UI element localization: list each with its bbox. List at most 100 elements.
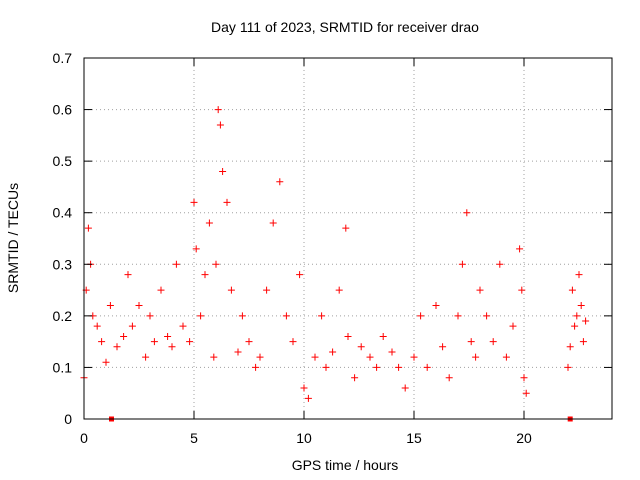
data-point bbox=[318, 312, 326, 320]
data-point bbox=[509, 322, 517, 330]
data-point bbox=[366, 353, 374, 361]
data-point bbox=[164, 332, 172, 340]
data-point bbox=[172, 260, 180, 268]
y-tick-label: 0.4 bbox=[53, 205, 73, 221]
data-point bbox=[157, 286, 165, 294]
data-point bbox=[454, 312, 462, 320]
data-point bbox=[263, 286, 271, 294]
data-point bbox=[102, 358, 110, 366]
data-point bbox=[245, 338, 253, 346]
data-point bbox=[516, 245, 524, 253]
data-point bbox=[357, 343, 365, 351]
x-tick-label: 0 bbox=[80, 430, 88, 446]
data-point bbox=[210, 353, 218, 361]
data-point bbox=[234, 348, 242, 356]
data-point bbox=[489, 338, 497, 346]
data-point bbox=[150, 338, 158, 346]
data-point bbox=[564, 363, 572, 371]
data-point bbox=[496, 260, 504, 268]
data-point bbox=[190, 198, 198, 206]
y-tick-label: 0.3 bbox=[53, 256, 73, 272]
data-point bbox=[304, 394, 312, 402]
data-point bbox=[192, 245, 200, 253]
data-point bbox=[476, 286, 484, 294]
data-point bbox=[379, 332, 387, 340]
data-point bbox=[205, 219, 213, 227]
data-point bbox=[410, 353, 418, 361]
data-point bbox=[432, 302, 440, 310]
data-point bbox=[417, 312, 425, 320]
y-tick-label: 0.2 bbox=[53, 308, 73, 324]
axis-ticks: 0 0.1 0.2 0.3 0.4 0.5 0.6 0.7 0 5 10 15 20 bbox=[53, 50, 612, 446]
data-point bbox=[223, 198, 231, 206]
data-point bbox=[256, 353, 264, 361]
data-point bbox=[395, 363, 403, 371]
data-point bbox=[423, 363, 431, 371]
x-tick-label: 15 bbox=[406, 430, 422, 446]
data-point bbox=[212, 260, 220, 268]
data-point bbox=[269, 219, 277, 227]
data-point bbox=[401, 384, 409, 392]
data-point bbox=[502, 353, 510, 361]
data-point bbox=[342, 224, 350, 232]
data-point bbox=[518, 286, 526, 294]
data-point bbox=[322, 363, 330, 371]
x-axis-label: GPS time / hours bbox=[292, 457, 399, 473]
data-point bbox=[197, 312, 205, 320]
data-point bbox=[98, 338, 106, 346]
data-point bbox=[214, 106, 222, 114]
data-point bbox=[467, 338, 475, 346]
data-point bbox=[179, 322, 187, 330]
data-point bbox=[439, 343, 447, 351]
data-point bbox=[120, 332, 128, 340]
data-point bbox=[566, 343, 574, 351]
data-point bbox=[388, 348, 396, 356]
chart-title: Day 111 of 2023, SRMTID for receiver dra… bbox=[211, 19, 479, 35]
y-tick-label: 0.6 bbox=[53, 102, 73, 118]
y-tick-label: 0.1 bbox=[53, 359, 73, 375]
data-point bbox=[219, 167, 227, 175]
data-point bbox=[458, 260, 466, 268]
data-point bbox=[335, 286, 343, 294]
data-point bbox=[300, 384, 308, 392]
y-tick-label: 0.5 bbox=[53, 153, 73, 169]
data-point bbox=[128, 322, 136, 330]
data-point bbox=[568, 286, 576, 294]
data-point bbox=[146, 312, 154, 320]
data-point bbox=[252, 363, 260, 371]
data-point bbox=[276, 178, 284, 186]
data-point bbox=[571, 322, 579, 330]
data-point bbox=[351, 374, 359, 382]
y-tick-label: 0 bbox=[64, 411, 72, 427]
grid-layer bbox=[84, 58, 612, 419]
x-tick-label: 5 bbox=[190, 430, 198, 446]
data-point bbox=[520, 374, 528, 382]
plot-frame bbox=[83, 57, 613, 420]
data-point bbox=[186, 338, 194, 346]
data-point bbox=[344, 332, 352, 340]
data-point bbox=[472, 353, 480, 361]
data-point bbox=[575, 271, 583, 279]
data-point bbox=[201, 271, 209, 279]
data-point bbox=[216, 121, 224, 129]
data-point bbox=[168, 343, 176, 351]
data-point bbox=[282, 312, 290, 320]
data-point bbox=[582, 317, 590, 325]
data-point bbox=[445, 374, 453, 382]
data-point bbox=[84, 224, 92, 232]
x-tick-label: 10 bbox=[296, 430, 312, 446]
data-point bbox=[522, 389, 530, 397]
data-point bbox=[373, 363, 381, 371]
data-point bbox=[573, 312, 581, 320]
data-point bbox=[135, 302, 143, 310]
data-points bbox=[80, 106, 590, 402]
y-axis-label: SRMTID / TECUs bbox=[5, 183, 21, 293]
data-point bbox=[329, 348, 337, 356]
data-point bbox=[289, 338, 297, 346]
data-point bbox=[93, 322, 101, 330]
data-point bbox=[579, 338, 587, 346]
y-tick-label: 0.7 bbox=[53, 50, 73, 66]
data-point bbox=[142, 353, 150, 361]
x-tick-label: 20 bbox=[516, 430, 532, 446]
